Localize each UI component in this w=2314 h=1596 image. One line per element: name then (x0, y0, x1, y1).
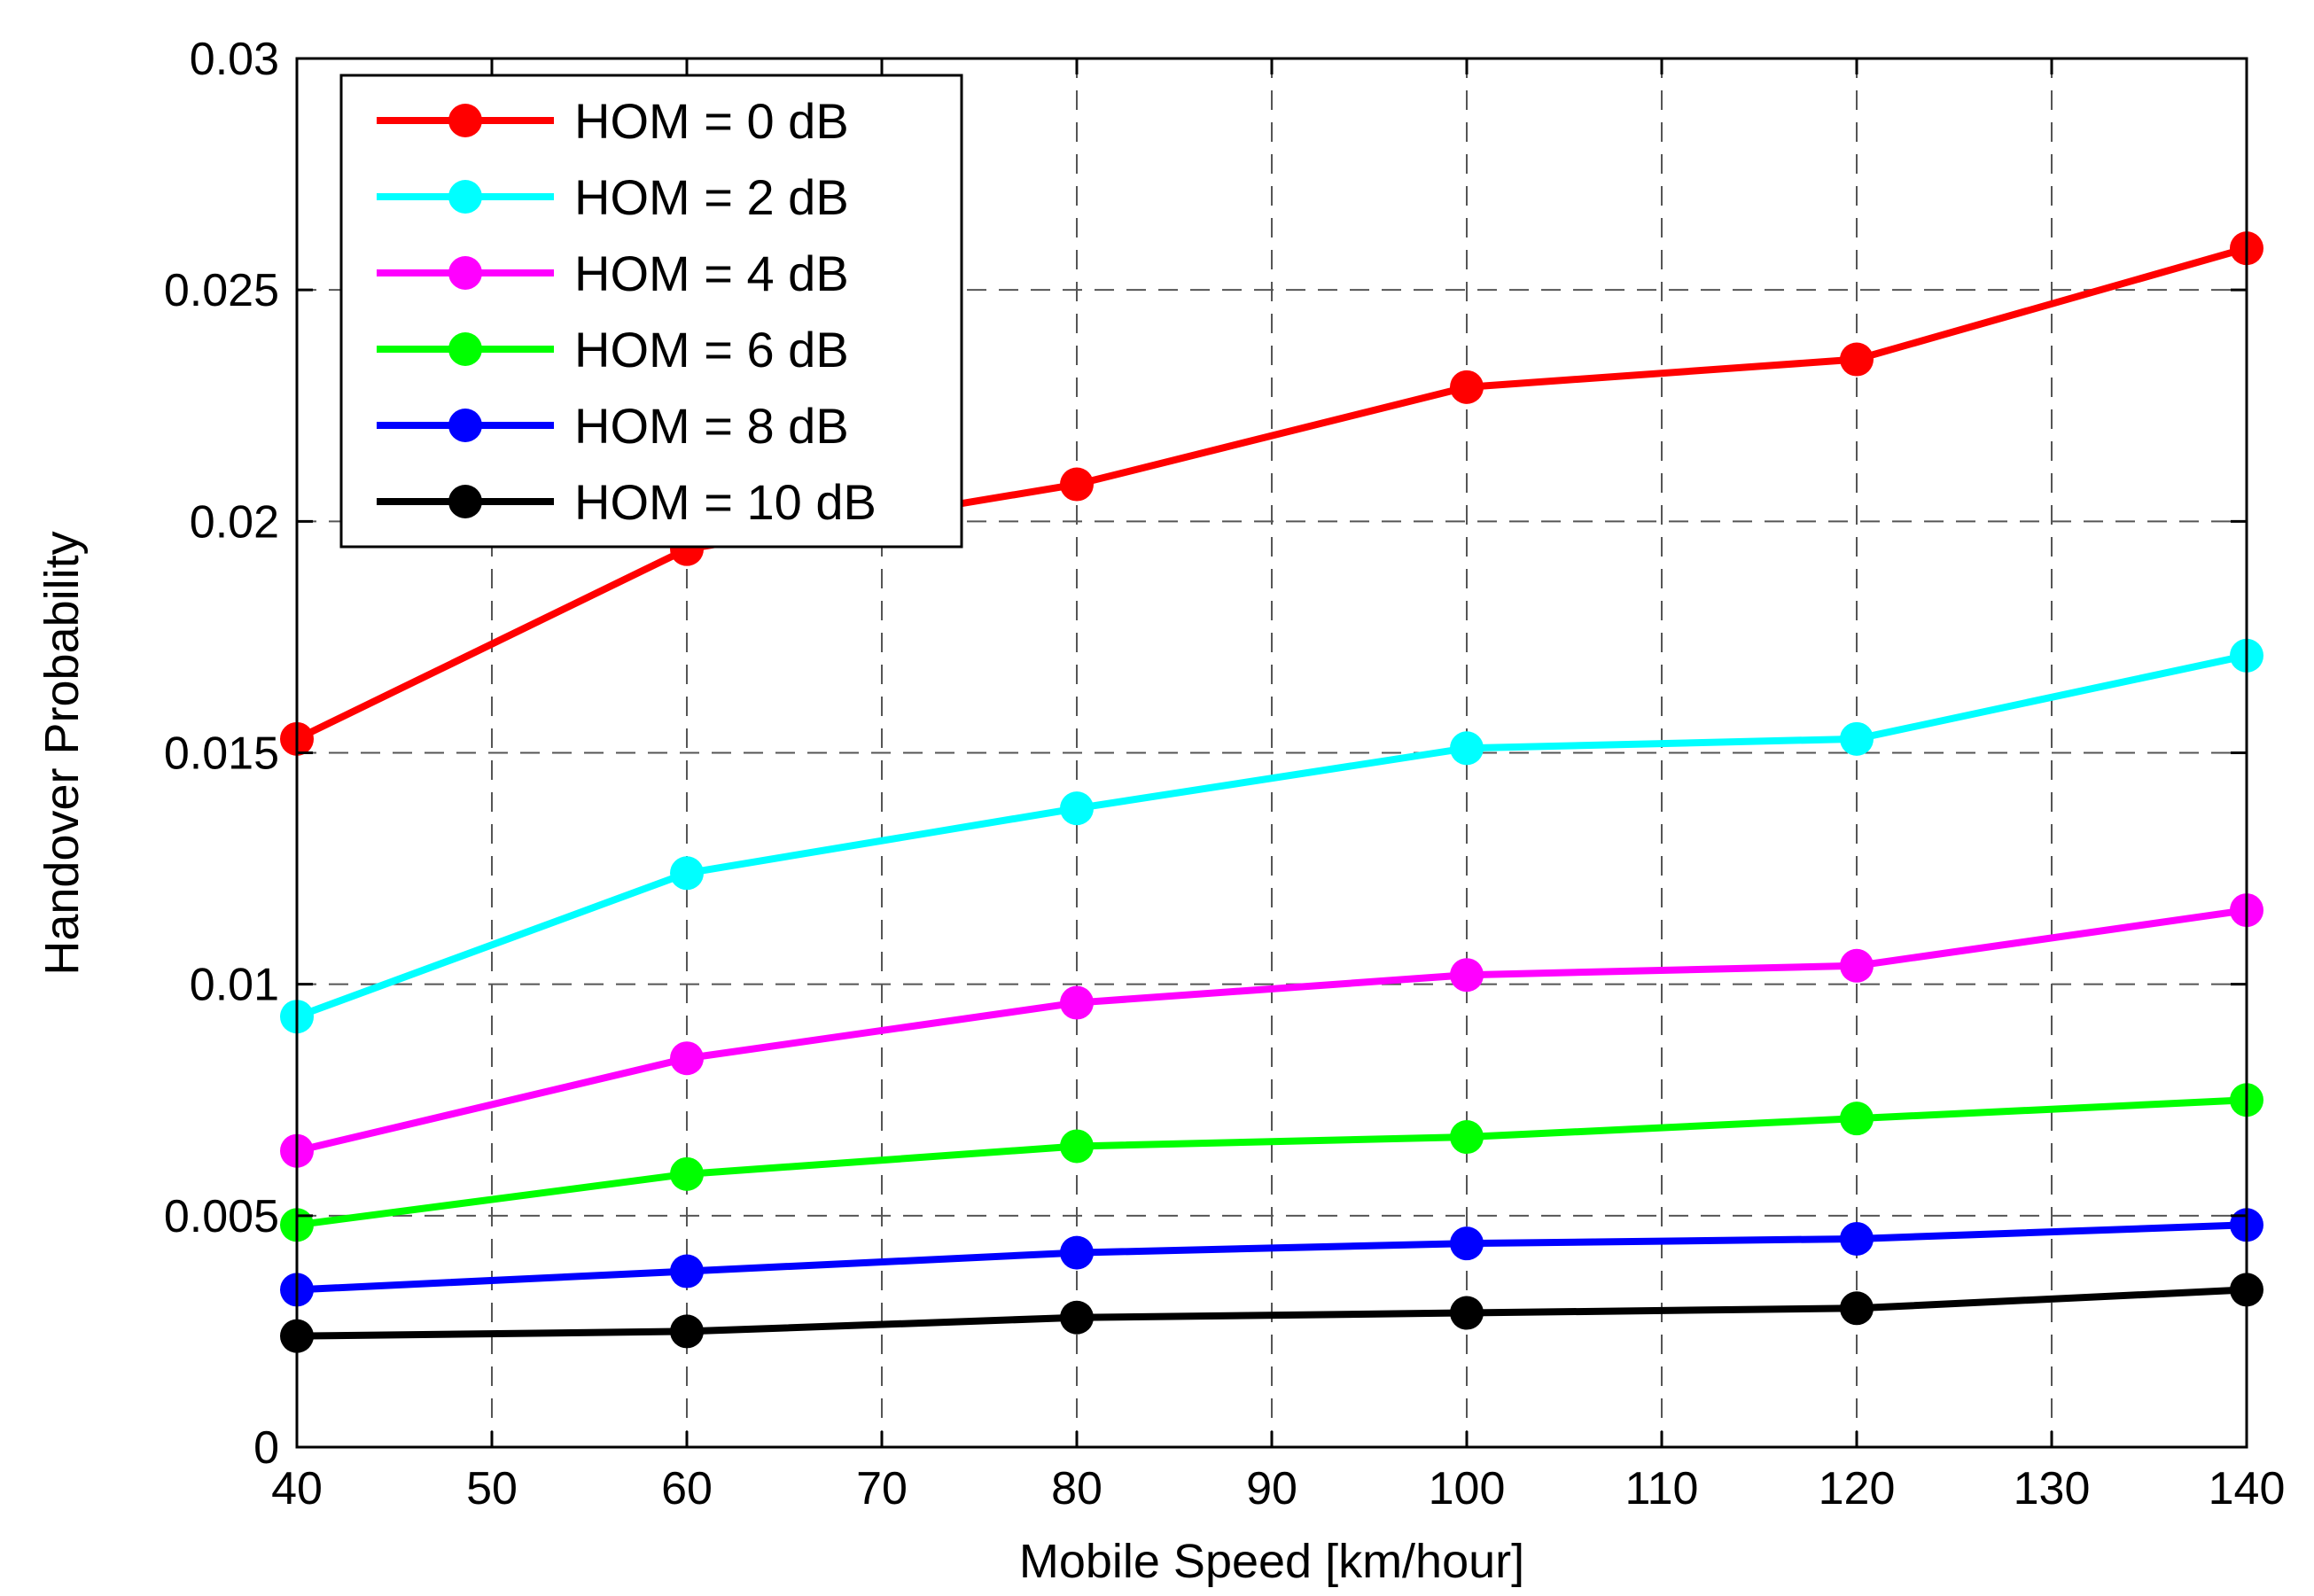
data-point (1060, 467, 1094, 502)
legend-label: HOM = 6 dB (574, 322, 849, 378)
legend-marker (448, 104, 482, 137)
data-point (1450, 1120, 1484, 1155)
y-tick-label: 0.03 (190, 34, 279, 85)
legend-label: HOM = 8 dB (574, 398, 849, 454)
y-tick-label: 0.01 (190, 960, 279, 1011)
x-tick-labels: 40 50 60 70 80 90 100 110 120 130 140 (271, 1463, 2285, 1514)
y-tick-label: 0.005 (164, 1191, 279, 1242)
series-line (296, 907, 2248, 1155)
series-2 (280, 893, 2263, 1168)
x-tick-label: 70 (856, 1463, 908, 1514)
data-point (1450, 370, 1484, 404)
x-tick-label: 80 (1051, 1463, 1102, 1514)
legend-item: HOM = 10 dB (377, 474, 877, 530)
legend-item: HOM = 0 dB (377, 93, 849, 149)
series-line (296, 1096, 2248, 1229)
legend-item: HOM = 2 dB (377, 169, 849, 225)
data-point (1840, 342, 1874, 377)
series-3 (280, 1083, 2263, 1242)
data-point (670, 1156, 704, 1191)
data-point (1840, 1291, 1874, 1326)
legend-item: HOM = 8 dB (377, 398, 849, 454)
legend-item: HOM = 4 dB (377, 245, 849, 301)
x-tick-label: 60 (661, 1463, 713, 1514)
legend-box (339, 74, 963, 549)
y-tick-labels: 0 0.005 0.01 0.015 0.02 0.025 0.03 (164, 34, 279, 1474)
y-tick-label: 0.02 (190, 496, 279, 548)
y-axis-label: Handover Probability (35, 531, 89, 975)
legend-items: HOM = 0 dB HOM = 2 dB HOM = 4 dB HOM = 6 dB… (377, 93, 877, 530)
series-line (295, 651, 2248, 1020)
series-line (295, 245, 2248, 743)
legend-marker (448, 180, 482, 214)
y-tick-label: 0.015 (164, 728, 279, 780)
data-point (1060, 985, 1094, 1020)
series-line (296, 1221, 2248, 1294)
data-point (1450, 731, 1484, 766)
data-point (1840, 721, 1874, 756)
legend-label: HOM = 4 dB (574, 245, 849, 301)
legend-marker (448, 256, 482, 290)
data-point (670, 856, 704, 891)
x-tick-label: 110 (1625, 1463, 1699, 1514)
legend-marker (448, 332, 482, 366)
legend-marker (448, 409, 482, 442)
legend-marker (448, 485, 482, 518)
x-tick-label: 100 (1429, 1463, 1506, 1514)
x-tick-label: 130 (2014, 1463, 2091, 1514)
legend-label: HOM = 0 dB (574, 93, 849, 149)
tick-marks (295, 57, 2248, 1449)
legend: HOM = 0 dB HOM = 2 dB HOM = 4 dB HOM = 6 dB… (339, 74, 963, 549)
series-4 (280, 1208, 2263, 1307)
data-point (1450, 958, 1484, 993)
series-line (296, 1286, 2248, 1340)
data-point (670, 1314, 704, 1349)
x-tick-label: 120 (1819, 1463, 1896, 1514)
data-point (1060, 791, 1094, 826)
data-point (1450, 1296, 1484, 1330)
y-tick-label: 0.025 (164, 265, 279, 316)
y-tick-label: 0 (253, 1422, 279, 1474)
data-point (1840, 948, 1874, 983)
legend-label: HOM = 10 dB (574, 474, 877, 530)
legend-item: HOM = 6 dB (377, 322, 849, 378)
x-tick-label: 90 (1246, 1463, 1297, 1514)
x-tick-label: 140 (2209, 1463, 2286, 1514)
data-point (1060, 1235, 1094, 1270)
x-tick-label: 40 (271, 1463, 323, 1514)
data-point (1060, 1129, 1094, 1164)
data-point (1840, 1221, 1874, 1256)
legend-label: HOM = 2 dB (574, 169, 849, 225)
x-tick-label: 50 (466, 1463, 518, 1514)
data-point (1840, 1102, 1874, 1136)
x-axis-label: Mobile Speed [km/hour] (1019, 1535, 1524, 1588)
data-point (1450, 1226, 1484, 1261)
data-point (670, 1254, 704, 1288)
data-point (1060, 1300, 1094, 1335)
data-point (670, 1041, 704, 1076)
series-layer (280, 231, 2263, 1353)
